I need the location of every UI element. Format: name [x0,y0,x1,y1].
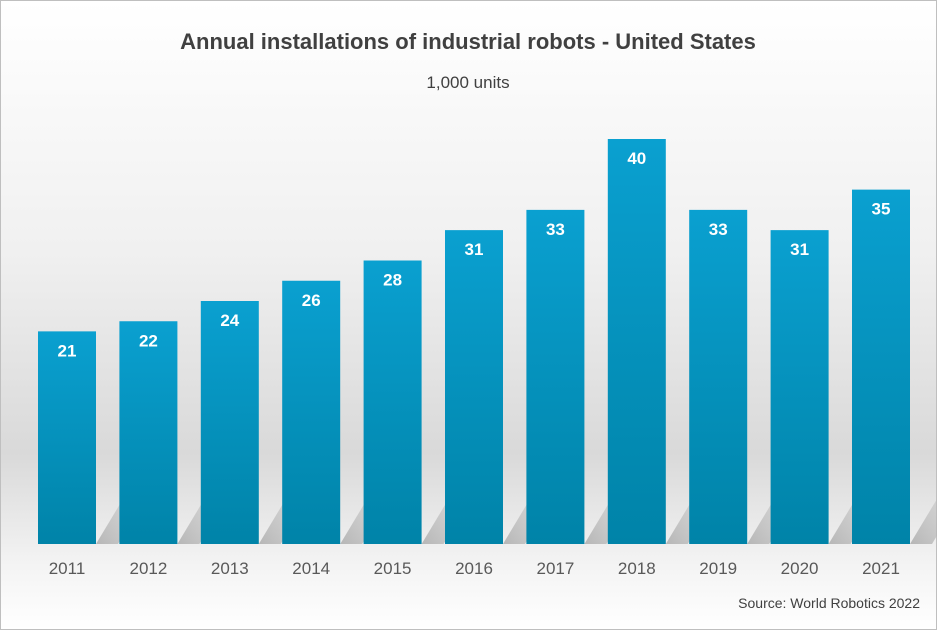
data-label: 24 [220,311,239,330]
data-label: 31 [790,240,809,259]
chart-title: Annual installations of industrial robot… [180,29,756,54]
x-tick-label: 2011 [49,559,86,578]
data-label: 33 [546,220,565,239]
x-tick-label: 2019 [699,559,737,578]
bar-2013 [200,301,259,544]
bar-2015 [363,260,422,544]
bar-2021 [852,189,910,544]
x-tick-label: 2015 [374,559,412,578]
x-tick-label: 2021 [862,559,900,578]
x-tick-label: 2017 [536,559,574,578]
data-label: 35 [872,200,891,219]
x-tick-label: 2018 [618,559,656,578]
x-tick-label: 2012 [129,559,167,578]
data-label: 31 [465,240,484,259]
data-label: 33 [709,220,728,239]
data-label: 22 [139,331,158,350]
data-label: 21 [58,341,77,360]
bar-2019 [689,209,748,544]
bar-2017 [526,209,585,544]
bar-2020 [770,230,829,544]
data-label: 26 [302,291,321,310]
data-label: 28 [383,271,402,290]
bar-2018 [607,139,666,544]
source-note: Source: World Robotics 2022 [738,595,920,611]
chart-subtitle: 1,000 units [426,73,509,92]
bar-2016 [445,230,503,544]
bar-2014 [282,280,341,544]
x-tick-label: 2016 [455,559,493,578]
x-tick-label: 2020 [781,559,819,578]
x-tick-label: 2013 [211,559,249,578]
bar-2011 [38,331,96,544]
x-tick-label: 2014 [292,559,330,578]
bar-2012 [119,321,178,544]
bar-shadow [910,499,937,544]
data-label: 40 [627,149,646,168]
